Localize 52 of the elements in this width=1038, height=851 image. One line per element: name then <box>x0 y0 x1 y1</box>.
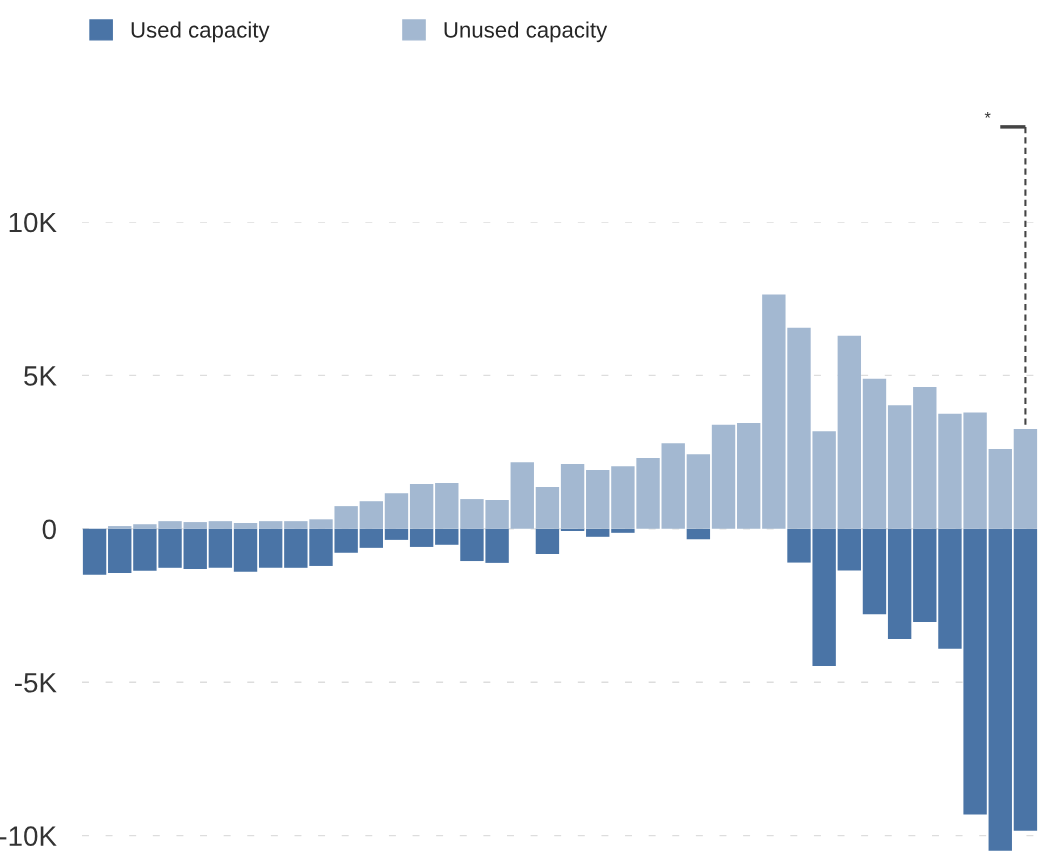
bar <box>913 387 937 529</box>
bar <box>409 528 434 547</box>
legend-label: Used capacity <box>131 21 270 43</box>
bar <box>686 528 711 540</box>
y-tick-label: -10K <box>0 826 57 846</box>
bar <box>686 454 711 529</box>
bar <box>611 528 635 533</box>
bar <box>1013 429 1038 529</box>
bar <box>535 487 560 529</box>
bar <box>560 528 585 531</box>
bar <box>82 528 107 575</box>
bar <box>233 528 258 572</box>
bar <box>988 449 1012 529</box>
bar <box>258 528 283 568</box>
y-tick-label: 10K <box>9 212 57 233</box>
y-tick-label: 5K <box>24 366 57 386</box>
bar <box>988 528 1012 851</box>
y-tick-label: -5K <box>15 673 57 693</box>
bar <box>384 528 409 540</box>
bar <box>409 484 434 529</box>
bar <box>560 464 585 529</box>
y-tick-label: 0 <box>42 519 56 540</box>
bar <box>233 523 258 529</box>
bar <box>837 528 862 571</box>
bar <box>711 424 736 529</box>
text: * <box>984 111 991 118</box>
bar <box>384 493 409 529</box>
bar <box>258 521 283 529</box>
bar <box>862 378 887 529</box>
legend-label: Unused capacity <box>444 21 608 43</box>
bar <box>862 528 887 615</box>
bar <box>887 405 912 529</box>
bar <box>1013 528 1038 831</box>
bar <box>510 462 534 529</box>
bar <box>359 528 384 548</box>
bar <box>183 522 207 529</box>
bar <box>183 528 207 570</box>
bar <box>108 526 132 529</box>
bar <box>435 528 459 545</box>
bar <box>736 422 761 529</box>
bar <box>359 501 384 529</box>
bar <box>887 528 912 639</box>
bar <box>535 528 560 554</box>
bar <box>586 469 610 529</box>
bar <box>837 335 862 529</box>
bar <box>913 528 937 623</box>
bar <box>661 443 685 529</box>
bar <box>208 528 233 568</box>
bar <box>108 528 132 574</box>
bar <box>586 528 610 537</box>
bar <box>435 483 459 529</box>
bar <box>208 521 233 529</box>
